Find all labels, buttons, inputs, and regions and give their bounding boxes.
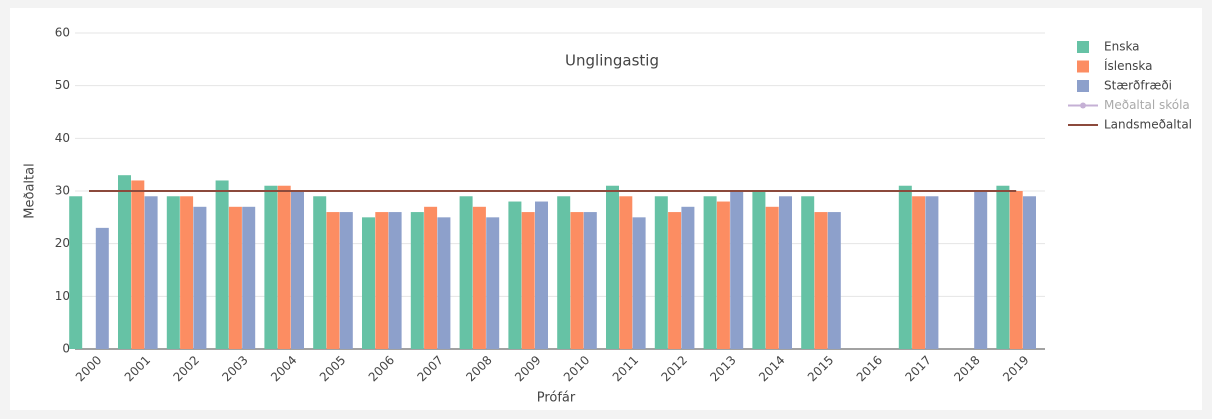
bar <box>424 206 438 349</box>
bar <box>570 212 584 349</box>
bar <box>521 212 535 349</box>
bar <box>827 212 841 349</box>
bar <box>654 196 668 349</box>
bar <box>779 196 792 349</box>
bar <box>215 180 229 349</box>
bar <box>459 196 473 349</box>
y-tick-label: 20 <box>55 236 70 250</box>
bar <box>166 196 180 349</box>
bar <box>898 185 912 349</box>
bar <box>730 191 744 349</box>
bar <box>313 196 327 349</box>
legend-label: Íslenska <box>1104 58 1152 73</box>
bar <box>716 201 730 349</box>
bar <box>291 191 304 349</box>
bar <box>326 212 340 349</box>
legend-swatch <box>1077 80 1089 92</box>
bar <box>472 206 486 349</box>
legend-swatch <box>1077 60 1089 73</box>
bar <box>619 196 633 349</box>
bar <box>277 185 291 349</box>
y-tick-label: 10 <box>55 289 70 303</box>
bar <box>437 217 451 349</box>
y-axis-label: Meðaltal <box>23 163 38 218</box>
bar <box>996 185 1010 349</box>
legend-marker <box>1080 102 1086 109</box>
bar <box>752 191 766 349</box>
legend-label: Landsmeðaltal <box>1104 118 1192 132</box>
legend-label: Enska <box>1104 40 1140 54</box>
bar <box>144 196 158 349</box>
bar <box>606 185 619 349</box>
bar <box>131 180 145 349</box>
y-tick-label: 0 <box>62 342 70 356</box>
bar <box>814 212 828 349</box>
bar <box>583 212 597 349</box>
bar <box>535 201 548 349</box>
bar <box>95 227 109 349</box>
y-tick-label: 30 <box>55 184 70 198</box>
bar <box>765 206 779 349</box>
bar <box>375 212 389 349</box>
bar <box>339 212 353 349</box>
bar <box>486 217 500 349</box>
bar <box>228 206 242 349</box>
bar <box>1023 196 1036 349</box>
y-tick-label: 50 <box>55 78 70 92</box>
bar <box>69 196 83 349</box>
bar <box>508 201 522 349</box>
bar <box>681 206 695 349</box>
legend-label: Stærðfræði <box>1104 79 1172 93</box>
chart-title: Unglingastig <box>565 52 659 70</box>
legend-swatch <box>1077 41 1089 53</box>
bar <box>703 196 717 349</box>
y-tick-label: 60 <box>55 26 70 40</box>
bar <box>632 217 646 349</box>
bar <box>264 185 278 349</box>
bar <box>801 196 815 349</box>
bar <box>193 206 207 349</box>
y-tick-label: 40 <box>55 131 70 145</box>
bar <box>974 191 988 349</box>
bar <box>362 217 375 349</box>
bar <box>668 212 682 349</box>
bar <box>242 206 256 349</box>
x-axis-label: Prófár <box>537 391 576 406</box>
bar <box>925 196 939 349</box>
bar <box>1009 191 1023 349</box>
bar <box>912 196 926 349</box>
bar <box>388 212 402 349</box>
bar <box>180 196 194 349</box>
bar <box>410 212 424 349</box>
bar <box>118 175 131 349</box>
bar <box>557 196 571 349</box>
legend-label: Meðaltal skóla <box>1104 98 1190 112</box>
